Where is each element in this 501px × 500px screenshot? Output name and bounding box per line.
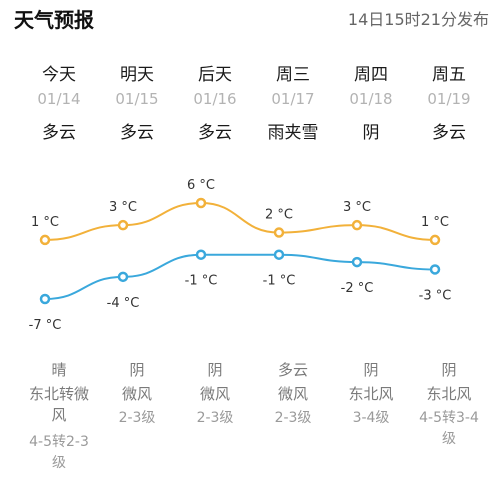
wind-direction: 微风 [199,385,230,403]
low-temp-point [195,249,207,260]
wind-level: 2-3级 [274,410,312,426]
night-condition: 晴 [51,361,67,379]
high-temp-temp-label: 6 °C [187,178,215,193]
day-condition: 多云 [42,123,76,143]
wind-direction: 东北风 [426,385,472,403]
low-temp-temp-label: -7 °C [29,318,62,333]
night-condition: 阴 [363,361,379,379]
header: 天气预报 14日15时21分发布 [0,0,501,40]
date-label: 01/19 [427,90,471,108]
low-temp-point [429,264,441,275]
high-temp-point [429,234,441,246]
page-title: 天气预报 [14,8,94,32]
low-temp-temp-label: -1 °C [263,274,296,289]
high-temp-temp-label: 1 °C [421,215,449,230]
high-temp-temp-label: 3 °C [343,200,371,215]
low-temp-temp-label: -4 °C [107,296,140,311]
wind-direction: 东北转微风 [28,385,89,424]
day-condition: 阴 [362,123,380,143]
wind-direction: 东北风 [348,385,394,403]
day-label: 周五 [432,65,466,85]
date-label: 01/18 [349,90,393,108]
high-temp-temp-label: 1 °C [31,215,59,230]
night-condition: 阴 [441,361,457,379]
night-condition: 阴 [129,361,145,379]
low-temp-point [273,249,285,260]
date-label: 01/16 [193,90,237,108]
low-temp-line [44,253,436,300]
night-condition: 多云 [277,361,308,379]
high-temp-point [273,227,285,238]
day-condition: 雨夹雪 [267,123,319,143]
wind-level: 2-3级 [118,410,156,426]
date-label: 01/17 [271,90,315,108]
day-label: 明天 [120,65,154,85]
low-temp-point [351,256,363,268]
low-temp-temp-label: -1 °C [185,274,218,289]
day-condition: 多云 [198,123,232,143]
wind-level: 2-3级 [196,410,234,426]
high-temp-point [351,219,363,231]
wind-level: 4-5转3-4级 [419,410,479,447]
date-label: 01/15 [115,90,159,108]
wind-level: 3-4级 [352,410,390,426]
day-condition: 多云 [432,123,466,143]
low-temp-point [39,293,51,305]
day-label: 周四 [354,65,388,85]
high-temp-line [44,201,436,241]
date-label: 01/14 [37,90,81,108]
high-temp-point [39,234,51,246]
low-temp-point [117,271,129,283]
day-label: 周三 [276,65,310,85]
night-condition: 阴 [207,361,223,379]
high-temp-temp-label: 3 °C [109,200,137,215]
low-temp-temp-label: -2 °C [341,281,374,296]
publish-time: 14日15时21分发布 [347,10,489,29]
low-temp-temp-label: -3 °C [419,288,452,303]
wind-direction: 微风 [277,385,308,403]
day-condition: 多云 [120,123,154,143]
wind-level: 4-5转2-3级 [29,434,89,471]
day-label: 今天 [42,65,76,85]
high-temp-point [195,197,207,209]
day-label: 后天 [198,65,232,85]
high-temp-point [117,219,129,231]
wind-direction: 微风 [121,385,152,403]
high-temp-temp-label: 2 °C [265,208,293,223]
